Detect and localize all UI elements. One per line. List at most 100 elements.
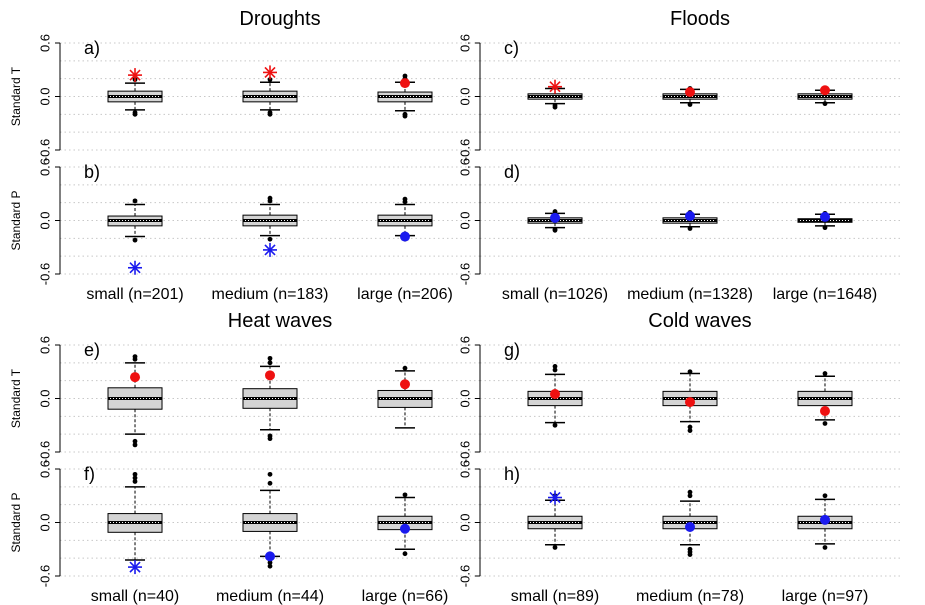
marker-star xyxy=(128,68,143,83)
marker-star-stroke xyxy=(129,561,141,573)
box-0 xyxy=(107,471,163,561)
marker-star xyxy=(128,560,143,575)
x-category-label: large (n=206) xyxy=(357,286,453,303)
outlier-point xyxy=(267,471,273,477)
outlier-point xyxy=(402,73,408,79)
panel-a: -0.6 0.0 0.6 Standard T a) Droughts xyxy=(9,8,480,161)
panel-label: g) xyxy=(504,340,520,360)
outlier-point xyxy=(132,475,138,481)
outlier-point xyxy=(822,493,828,499)
outlier-point xyxy=(687,424,693,430)
y-tick-label: -0.6 xyxy=(457,565,472,587)
outlier-point xyxy=(132,237,138,243)
outlier-point xyxy=(267,236,273,242)
x-category-label: medium (n=78) xyxy=(636,588,744,605)
outlier-point xyxy=(267,77,273,82)
box-2 xyxy=(377,73,433,119)
y-tick-label: 0.6 xyxy=(457,34,472,52)
outlier-point xyxy=(402,196,408,202)
box-1 xyxy=(242,355,298,442)
box-1 xyxy=(242,77,298,117)
outlier-point xyxy=(552,227,558,233)
outlier-point xyxy=(552,364,558,369)
marker-circle xyxy=(399,379,410,390)
outlier-point xyxy=(822,545,828,550)
panel-h: -0.6 0.0 0.6 h) small (n=89) medium (n=78) lar… xyxy=(457,460,900,605)
panel-b: -0.6 0.0 0.6 Standard P b) small (n=201) mediu… xyxy=(9,158,480,303)
marker-circle xyxy=(399,231,410,242)
y-tick-label: 0.6 xyxy=(37,34,52,52)
marker-circle xyxy=(265,551,275,562)
box-0 xyxy=(107,354,163,448)
marker-star xyxy=(548,79,563,94)
marker-circle xyxy=(819,405,830,416)
y-tick-label: 0.6 xyxy=(37,158,52,176)
outlier-point xyxy=(687,369,693,375)
box-1 xyxy=(242,195,298,242)
y-tick-label: -0.6 xyxy=(457,441,472,463)
marker-circle xyxy=(819,211,830,222)
panel-g: -0.6 0.0 0.6 g) Cold waves xyxy=(457,310,900,463)
outlier-point xyxy=(267,563,273,569)
outlier-point xyxy=(267,360,273,366)
outlier-point xyxy=(687,102,693,107)
group-title: Droughts xyxy=(239,8,320,30)
y-tick-label: -0.6 xyxy=(457,139,472,161)
outlier-point xyxy=(552,545,558,550)
x-category-label: medium (n=44) xyxy=(216,588,324,605)
box-2 xyxy=(797,371,853,426)
y-tick-label: 0.0 xyxy=(457,87,472,105)
outlier-point xyxy=(132,354,138,359)
marker-circle xyxy=(550,389,561,400)
x-category-label: large (n=66) xyxy=(362,588,449,605)
marker-star-stroke xyxy=(264,244,276,256)
x-category-label: small (n=89) xyxy=(511,588,599,605)
marker-star-stroke xyxy=(264,66,276,79)
y-tick-label: -0.6 xyxy=(37,441,52,463)
outlier-point xyxy=(687,226,693,231)
outlier-point xyxy=(132,471,138,477)
y-tick-label: 0.0 xyxy=(37,87,52,105)
y-tick-label: 0.6 xyxy=(457,336,472,354)
y-tick-label: 0.6 xyxy=(37,336,52,354)
y-axis-label: Standard T xyxy=(9,66,23,126)
x-category-label: medium (n=1328) xyxy=(627,286,753,303)
group-title: Cold waves xyxy=(648,310,751,332)
outlier-point xyxy=(822,371,828,376)
panel-label: f) xyxy=(84,464,95,484)
marker-star-stroke xyxy=(129,262,141,274)
outlier-point xyxy=(267,195,273,201)
marker-circle xyxy=(685,211,695,222)
box-2 xyxy=(377,365,433,429)
outlier-point xyxy=(267,111,273,117)
x-category-label: medium (n=183) xyxy=(212,286,329,303)
marker-circle xyxy=(265,370,275,381)
outlier-point xyxy=(267,355,273,361)
box-2 xyxy=(377,492,433,557)
outlier-point xyxy=(132,479,138,484)
box-0 xyxy=(107,198,163,243)
y-tick-label: 0.0 xyxy=(457,513,472,531)
panel-label: d) xyxy=(504,162,520,182)
outlier-point xyxy=(267,560,273,566)
outlier-point xyxy=(402,113,408,119)
outlier-point xyxy=(687,428,693,433)
outlier-point xyxy=(267,480,273,486)
marker-circle xyxy=(550,212,561,223)
y-tick-label: -0.6 xyxy=(37,565,52,587)
marker-circle xyxy=(130,372,141,383)
y-tick-label: 0.0 xyxy=(457,389,472,407)
x-category-label: large (n=97) xyxy=(782,588,869,605)
marker-star xyxy=(263,65,277,80)
marker-circle xyxy=(399,78,410,89)
outlier-point xyxy=(687,493,693,499)
marker-star xyxy=(263,242,277,257)
outlier-point xyxy=(132,442,138,448)
outlier-point xyxy=(402,365,408,371)
marker-star-stroke xyxy=(129,69,141,81)
panel-label: b) xyxy=(84,162,100,182)
outlier-point xyxy=(132,438,138,444)
marker-circle xyxy=(819,85,830,96)
outlier-point xyxy=(822,101,828,107)
